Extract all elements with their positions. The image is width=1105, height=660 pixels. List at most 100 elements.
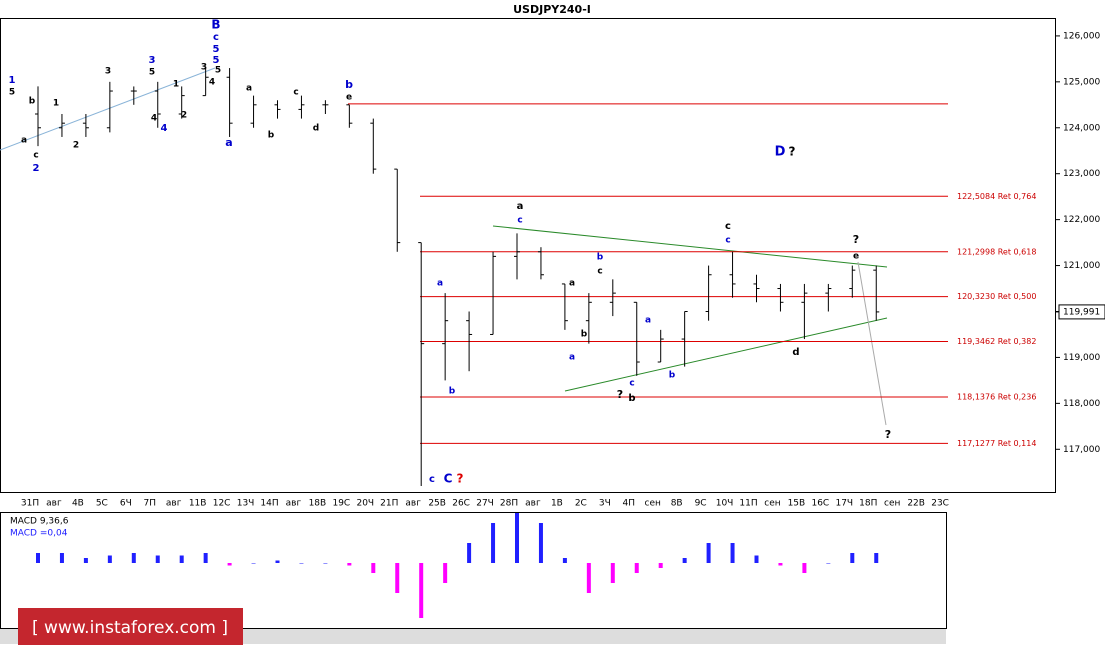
wave-label: b (628, 393, 635, 404)
macd-bar (443, 563, 448, 583)
wave-label: a (225, 136, 232, 149)
wave-label: c (33, 151, 38, 161)
wave-label: d (313, 124, 319, 134)
wave-label: b (597, 253, 604, 263)
triangle-upper (492, 225, 888, 268)
wave-label: a (246, 84, 252, 94)
macd-bar (538, 523, 543, 563)
y-tick-label: 119,000 (1063, 353, 1100, 363)
macd-bar (515, 513, 519, 563)
macd-bar (203, 553, 208, 563)
x-tick-label: сен (764, 499, 780, 509)
macd-bar (275, 560, 280, 563)
wave-label: c (725, 236, 730, 246)
macd-bar (754, 555, 759, 563)
price-panel (0, 18, 1056, 493)
x-tick-label: 25В (428, 499, 446, 509)
y-tick-label: 123,000 (1063, 169, 1100, 179)
macd-bar (491, 523, 496, 563)
x-tick-label: авг (525, 499, 541, 509)
y-tick-label: 125,000 (1063, 77, 1100, 87)
wave-label: d (792, 347, 799, 358)
x-tick-label: сен (884, 499, 900, 509)
wave-label: c (517, 216, 522, 226)
wave-label: 5 (213, 44, 220, 55)
x-tick-label: авг (166, 499, 182, 509)
x-tick-label: 11В (189, 499, 207, 509)
macd-bar (778, 563, 783, 566)
macd-bar (706, 543, 711, 563)
macd-bar (682, 558, 687, 563)
x-tick-label: 3Ч (599, 499, 611, 509)
macd-bar (467, 543, 472, 563)
wave-label: b (669, 371, 676, 381)
macd-bar (586, 563, 591, 593)
wave-label: e (853, 252, 859, 262)
x-tick-label: 2С (575, 499, 587, 509)
last-price-box (1058, 304, 1105, 320)
level-label: 121,2998 Ret 0,618 (957, 247, 1036, 256)
y-tick-label: 121,000 (1063, 261, 1100, 271)
macd-bar (802, 563, 807, 573)
wave-label: c (725, 221, 731, 232)
y-tick-label: 118,000 (1063, 399, 1100, 409)
x-tick-label: 20Ч (356, 499, 374, 509)
macd-bar (227, 563, 232, 566)
trend-line (0, 67, 216, 151)
wave-label: c (213, 32, 219, 43)
x-tick-label: 18П (859, 499, 877, 509)
x-tick-label: 12С (213, 499, 231, 509)
wave-label: 5 (213, 55, 220, 66)
wave-label: 5 (9, 88, 15, 98)
macd-bar (730, 543, 735, 563)
wave-label: 2 (33, 163, 40, 174)
x-tick-label: 13Ч (237, 499, 255, 509)
wave-label: 3 (105, 67, 111, 77)
wave-label: ? (457, 472, 464, 486)
x-tick-label: 4П (623, 499, 636, 509)
wave-label: c (429, 474, 435, 485)
x-tick-label: 11П (739, 499, 757, 509)
macd-bar (347, 563, 352, 566)
x-tick-label: авг (286, 499, 302, 509)
wave-label: B (211, 18, 220, 32)
wave-label: 3 (149, 55, 156, 66)
macd-bar (850, 553, 855, 563)
x-tick-label: 15В (788, 499, 806, 509)
wave-label: 1 (173, 80, 179, 90)
level-label: 117,1277 Ret 0,114 (957, 439, 1036, 448)
wave-label: 1 (53, 99, 59, 109)
wave-label: ? (853, 233, 859, 246)
watermark-box (18, 608, 243, 645)
x-tick-label: 17Ч (835, 499, 853, 509)
wave-label: ? (789, 145, 796, 159)
level-label: 120,3230 Ret 0,500 (957, 292, 1036, 301)
wave-label: a (517, 201, 524, 212)
wave-label: C (444, 472, 453, 486)
macd-bar (179, 555, 184, 563)
macd-bar (155, 555, 160, 563)
wave-label: ? (885, 428, 891, 441)
macd-bar (83, 558, 88, 563)
wave-label: c (293, 88, 298, 98)
x-tick-label: 26С (452, 499, 470, 509)
macd-bar (36, 553, 40, 563)
macd-bar (634, 563, 639, 573)
macd-value: MACD =0,04 (10, 529, 68, 539)
wave-label: 4 (209, 78, 215, 88)
x-tick-label: 21П (380, 499, 398, 509)
wave-label: D (775, 145, 786, 160)
macd-bar (107, 555, 112, 563)
x-tick-label: 6Ч (120, 499, 132, 509)
wave-label: c (629, 379, 634, 389)
x-tick-label: авг (46, 499, 62, 509)
watermark: [ www.instaforex.com ] (32, 618, 228, 638)
wave-label: b (581, 330, 588, 340)
y-tick-label: 126,000 (1063, 31, 1100, 41)
wave-label: 4 (151, 114, 157, 124)
y-tick-label: 122,000 (1063, 215, 1100, 225)
x-tick-label: авг (405, 499, 421, 509)
wave-label: a (21, 136, 27, 146)
x-tick-label: 18В (309, 499, 327, 509)
